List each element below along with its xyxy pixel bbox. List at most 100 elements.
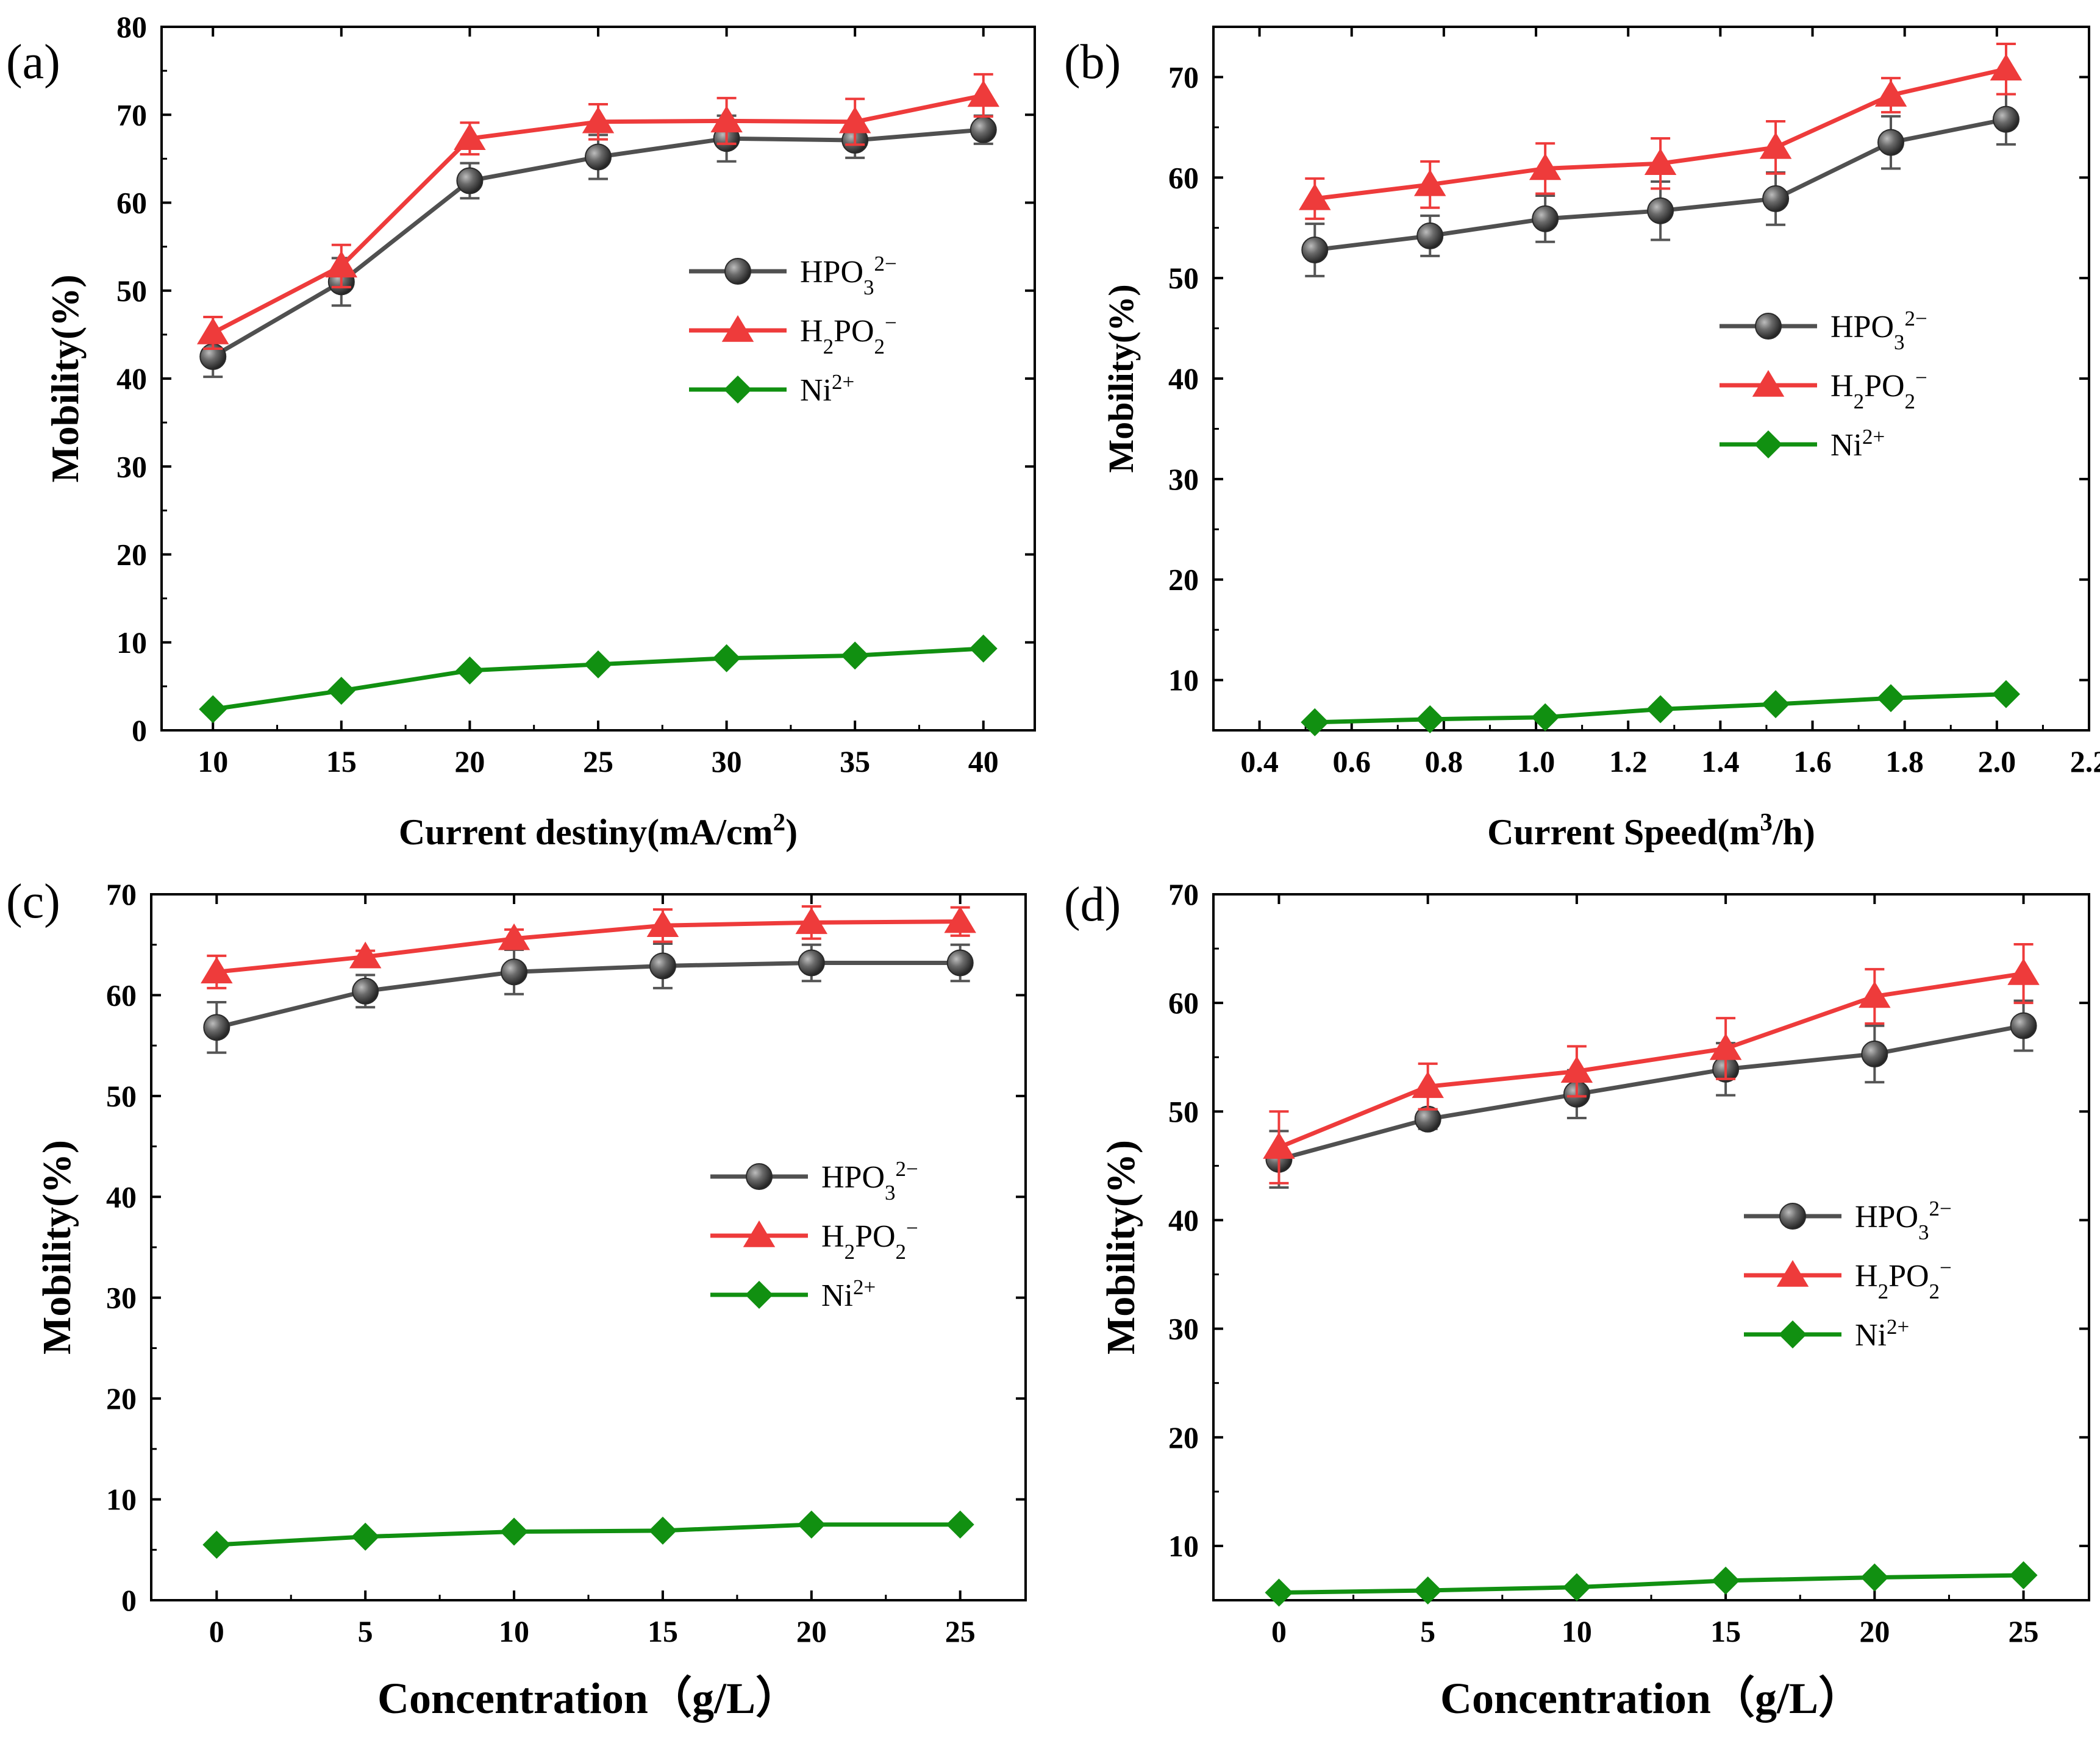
chart-panel-b: 10 20 30 40 50 60 70 0.4 0.6 0.8 1.0 1.2 1.4 1.6 1.8 2.… xyxy=(1064,26,2100,852)
legend-marker xyxy=(724,258,751,285)
series-line xyxy=(1278,971,2024,1150)
data-point xyxy=(1299,183,1331,210)
data-point xyxy=(1759,132,1792,159)
data-point xyxy=(584,650,612,678)
panel-label: (c) xyxy=(6,875,60,928)
series-ni xyxy=(1265,1561,2038,1607)
data-point xyxy=(969,634,998,663)
data-point xyxy=(201,956,233,984)
x-tick-label: 5 xyxy=(358,1614,373,1648)
legend-marker xyxy=(1754,430,1782,458)
legend-label-ni: Ni2+ xyxy=(800,370,854,408)
data-point xyxy=(1861,1040,1888,1067)
data-point xyxy=(1991,680,2020,708)
data-point xyxy=(1416,222,1444,249)
x-tick-label: 20 xyxy=(454,744,485,778)
x-axis-label: Concentration（g/L） xyxy=(1440,1674,1862,1723)
y-tick-label: 0 xyxy=(132,713,147,747)
series-line xyxy=(1279,1573,2024,1595)
data-point xyxy=(946,1510,974,1539)
data-point xyxy=(648,1516,677,1545)
legend-label-ni: Ni2+ xyxy=(821,1275,876,1314)
y-tick-label: 30 xyxy=(106,1281,137,1315)
x-tick-label: 15 xyxy=(326,744,357,778)
data-point xyxy=(196,317,229,344)
x-tick-label: 1.4 xyxy=(1701,744,1740,778)
series-line xyxy=(216,1522,960,1547)
y-tick-label: 30 xyxy=(116,449,147,483)
y-axis-label: Mobility(%) xyxy=(1101,284,1141,472)
series-hpo3 xyxy=(203,942,974,1054)
y-tick-label: 20 xyxy=(116,538,147,572)
x-tick-label: 1.6 xyxy=(1793,744,1832,778)
legend: HPO32− H2PO2− Ni2+ xyxy=(689,252,897,408)
chart-panel-a: 0 10 20 30 40 50 60 70 80 10 15 20 25 30 35 40 HPO32− H2P… xyxy=(6,10,1036,852)
x-tick-label: 25 xyxy=(2009,1614,2039,1648)
y-tick-label: 60 xyxy=(106,978,137,1012)
data-point xyxy=(585,143,612,171)
y-tick-label: 60 xyxy=(1168,160,1199,194)
data-point xyxy=(352,977,379,1005)
data-point xyxy=(1413,1576,1442,1604)
y-tick-label: 60 xyxy=(1168,986,1199,1020)
y-tick-label: 70 xyxy=(106,877,137,911)
legend-marker xyxy=(743,1220,776,1247)
series-line xyxy=(1278,1024,2024,1162)
x-tick-label: 10 xyxy=(1562,1614,1592,1648)
y-tick-label: 70 xyxy=(1168,60,1199,94)
x-tick-label: 1.8 xyxy=(1885,744,1924,778)
data-point xyxy=(325,251,358,278)
x-tick-label: 0 xyxy=(209,1614,224,1648)
data-point xyxy=(838,106,871,134)
y-tick-label: 30 xyxy=(1168,1312,1199,1346)
legend-label-hpo3: HPO32− xyxy=(1855,1197,1952,1244)
data-point xyxy=(327,677,355,705)
data-point xyxy=(1301,236,1329,263)
y-tick-label: 80 xyxy=(116,10,147,44)
series-ni xyxy=(202,1510,974,1559)
x-tick-label: 20 xyxy=(796,1614,827,1648)
data-point xyxy=(500,1517,529,1546)
data-point xyxy=(1531,703,1560,732)
data-point xyxy=(944,906,976,933)
legend-label-hpo3: HPO32− xyxy=(821,1157,918,1205)
y-tick-label: 50 xyxy=(106,1079,137,1113)
data-point xyxy=(455,656,484,685)
data-point xyxy=(1874,80,1907,107)
series-ni xyxy=(1301,680,2020,736)
y-tick-label: 40 xyxy=(1168,1203,1199,1237)
x-axis-label: Current Speed(m3/h) xyxy=(1487,808,1815,852)
data-point xyxy=(646,910,679,938)
data-point xyxy=(970,116,997,143)
data-point xyxy=(1532,205,1559,232)
y-tick-label: 60 xyxy=(116,186,147,220)
legend-marker xyxy=(1779,1320,1807,1348)
data-point xyxy=(710,105,743,133)
y-tick-label: 50 xyxy=(116,274,147,308)
data-point xyxy=(1859,981,1891,1008)
data-point xyxy=(841,641,870,670)
plot-frame xyxy=(1212,26,2090,732)
x-tick-label: 25 xyxy=(945,1614,976,1648)
x-tick-label: 35 xyxy=(840,744,870,778)
legend-label-h2po2: H2PO2− xyxy=(1855,1256,1952,1303)
y-tick-label: 50 xyxy=(1168,261,1199,295)
data-point xyxy=(582,106,615,134)
data-point xyxy=(501,958,528,986)
series-h2po2 xyxy=(1299,43,2023,220)
data-point xyxy=(2009,1561,2038,1590)
data-point xyxy=(1301,708,1329,736)
legend: HPO32− H2PO2− Ni2+ xyxy=(1744,1197,1952,1353)
data-point xyxy=(1712,1566,1740,1595)
x-tick-label: 1.0 xyxy=(1517,744,1555,778)
y-tick-label: 10 xyxy=(1168,1529,1199,1563)
data-point xyxy=(798,949,825,977)
chart-panel-c: 0 10 20 30 40 50 60 70 0 5 10 15 20 25 HPO32− H2PO2− Ni2… xyxy=(6,875,1027,1723)
data-point xyxy=(1860,1563,1889,1592)
x-tick-label: 0.8 xyxy=(1425,744,1463,778)
y-axis-label: Mobility(%) xyxy=(43,274,87,482)
x-tick-label: 10 xyxy=(499,1614,529,1648)
y-tick-label: 70 xyxy=(1168,877,1199,911)
data-point xyxy=(498,923,530,950)
x-tick-label: 10 xyxy=(198,744,228,778)
